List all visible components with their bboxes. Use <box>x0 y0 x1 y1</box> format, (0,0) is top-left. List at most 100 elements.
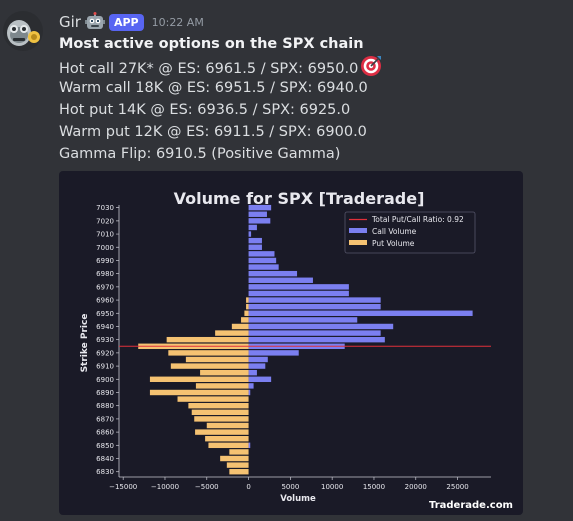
call-volume-bar <box>248 330 381 336</box>
call-volume-bar <box>248 231 252 237</box>
y-tick-label: 6890 <box>96 389 114 397</box>
x-axis-label: Volume <box>280 494 316 504</box>
x-tick-label: −10000 <box>151 483 179 491</box>
call-volume-bar <box>248 317 358 323</box>
message-line-hot-put: Hot put 14K @ ES: 6936.5 / SPX: 6925.0 <box>59 102 351 118</box>
legend-swatch-put <box>349 240 367 245</box>
robot-avatar-icon <box>3 11 43 51</box>
call-volume-bar <box>248 323 394 330</box>
call-volume-bar <box>248 251 275 257</box>
legend-swatch-call <box>349 228 367 233</box>
call-volume-bar <box>248 224 257 231</box>
y-tick-label: 7000 <box>96 244 114 252</box>
put-volume-bar <box>194 416 249 422</box>
chart-title: Volume for SPX [Traderade] <box>174 189 425 208</box>
direct-hit-icon <box>360 55 382 84</box>
put-volume-bar <box>191 409 249 416</box>
call-volume-bar <box>248 350 299 356</box>
username[interactable]: Gir <box>59 13 81 31</box>
message-line-hot-call: Hot call 27K* @ ES: 6961.5 / SPX: 6950.0 <box>59 55 382 84</box>
call-volume-bar <box>248 369 257 376</box>
legend-call: Call Volume <box>372 227 417 236</box>
put-volume-bar <box>241 317 249 323</box>
put-volume-bar <box>195 429 249 435</box>
put-volume-bar <box>215 330 249 336</box>
y-tick-label: 7030 <box>96 204 114 212</box>
message-line-warm-call: Warm call 18K @ ES: 6951.5 / SPX: 6940.0 <box>59 80 368 96</box>
put-volume-bar <box>188 402 249 409</box>
x-tick-label: 5000 <box>281 483 299 491</box>
y-tick-label: 6990 <box>96 257 114 265</box>
y-tick-label: 6880 <box>96 402 114 410</box>
call-volume-bar <box>248 303 381 310</box>
y-tick-label: 6940 <box>96 323 114 331</box>
call-volume-bar <box>248 297 381 303</box>
call-volume-bar <box>248 264 279 270</box>
x-tick-label: −5000 <box>195 483 219 491</box>
put-volume-bar <box>246 297 249 303</box>
call-volume-bar <box>248 277 313 283</box>
message-line-gamma-flip: Gamma Flip: 6910.5 (Positive Gamma) <box>59 146 341 162</box>
y-tick-label: 6840 <box>96 455 114 463</box>
call-volume-bar <box>248 442 251 449</box>
call-volume-bar <box>248 310 473 316</box>
put-volume-bar <box>166 336 249 343</box>
y-tick-label: 6980 <box>96 270 114 278</box>
legend-put: Put Volume <box>372 239 415 248</box>
y-tick-label: 6860 <box>96 429 114 437</box>
call-volume-bar <box>248 290 349 297</box>
call-volume-bar <box>248 237 262 244</box>
x-tick-label: 20000 <box>405 483 427 491</box>
hot-call-text: Hot call 27K* @ ES: 6961.5 / SPX: 6950.0 <box>59 61 359 77</box>
chart-attachment[interactable]: Volume for SPX [Traderade] Strike Price … <box>59 171 523 515</box>
message-line-title: Most active options on the SPX chain <box>59 36 364 52</box>
robot-face-icon <box>84 12 105 32</box>
put-volume-bar <box>229 469 249 475</box>
put-volume-bar <box>168 350 249 356</box>
y-tick-label: 6920 <box>96 349 114 357</box>
watermark: Traderade.com <box>429 500 513 511</box>
call-volume-bar <box>248 218 271 224</box>
call-volume-bar <box>248 383 254 389</box>
call-volume-bar <box>248 211 267 217</box>
y-tick-label: 6910 <box>96 363 114 371</box>
y-tick-label: 6850 <box>96 442 114 450</box>
y-tick-label: 6970 <box>96 283 114 291</box>
put-volume-bar <box>229 449 249 455</box>
call-volume-bar <box>248 270 298 277</box>
put-volume-bar <box>244 310 249 316</box>
put-volume-bar <box>149 376 249 382</box>
call-volume-bar <box>248 244 262 250</box>
put-volume-bar <box>231 323 249 330</box>
put-volume-bar <box>208 442 249 449</box>
y-tick-label: 6960 <box>96 297 114 305</box>
x-tick-label: 0 <box>246 483 250 491</box>
bot-avatar[interactable] <box>3 11 43 51</box>
put-volume-bar <box>226 462 249 468</box>
y-tick-label: 6900 <box>96 376 114 384</box>
message-timestamp[interactable]: 10:22 AM <box>151 15 204 29</box>
x-tick-label: −15000 <box>109 483 137 491</box>
legend-ratio: Total Put/Call Ratio: 0.92 <box>371 215 464 224</box>
y-tick-label: 6830 <box>96 468 114 476</box>
x-tick-label: 10000 <box>321 483 343 491</box>
y-tick-label: 7010 <box>96 231 114 239</box>
put-volume-bar <box>206 422 249 429</box>
put-volume-bar <box>246 303 249 310</box>
put-volume-bar <box>220 455 249 462</box>
call-volume-bar <box>248 336 385 343</box>
call-volume-bar <box>248 284 349 290</box>
y-axis-label: Strike Price <box>80 314 90 373</box>
y-tick-label: 6870 <box>96 415 114 423</box>
x-tick-label: 25000 <box>446 483 468 491</box>
x-tick-label: 15000 <box>363 483 385 491</box>
put-volume-bar <box>205 436 249 442</box>
y-tick-label: 6930 <box>96 336 114 344</box>
call-volume-bar <box>248 204 272 211</box>
volume-chart: Volume for SPX [Traderade] Strike Price … <box>80 189 513 511</box>
call-volume-bar <box>248 363 266 369</box>
call-volume-bar <box>248 376 272 382</box>
put-volume-bar <box>185 356 249 363</box>
call-volume-bar <box>248 356 268 363</box>
put-volume-bar <box>200 369 249 376</box>
